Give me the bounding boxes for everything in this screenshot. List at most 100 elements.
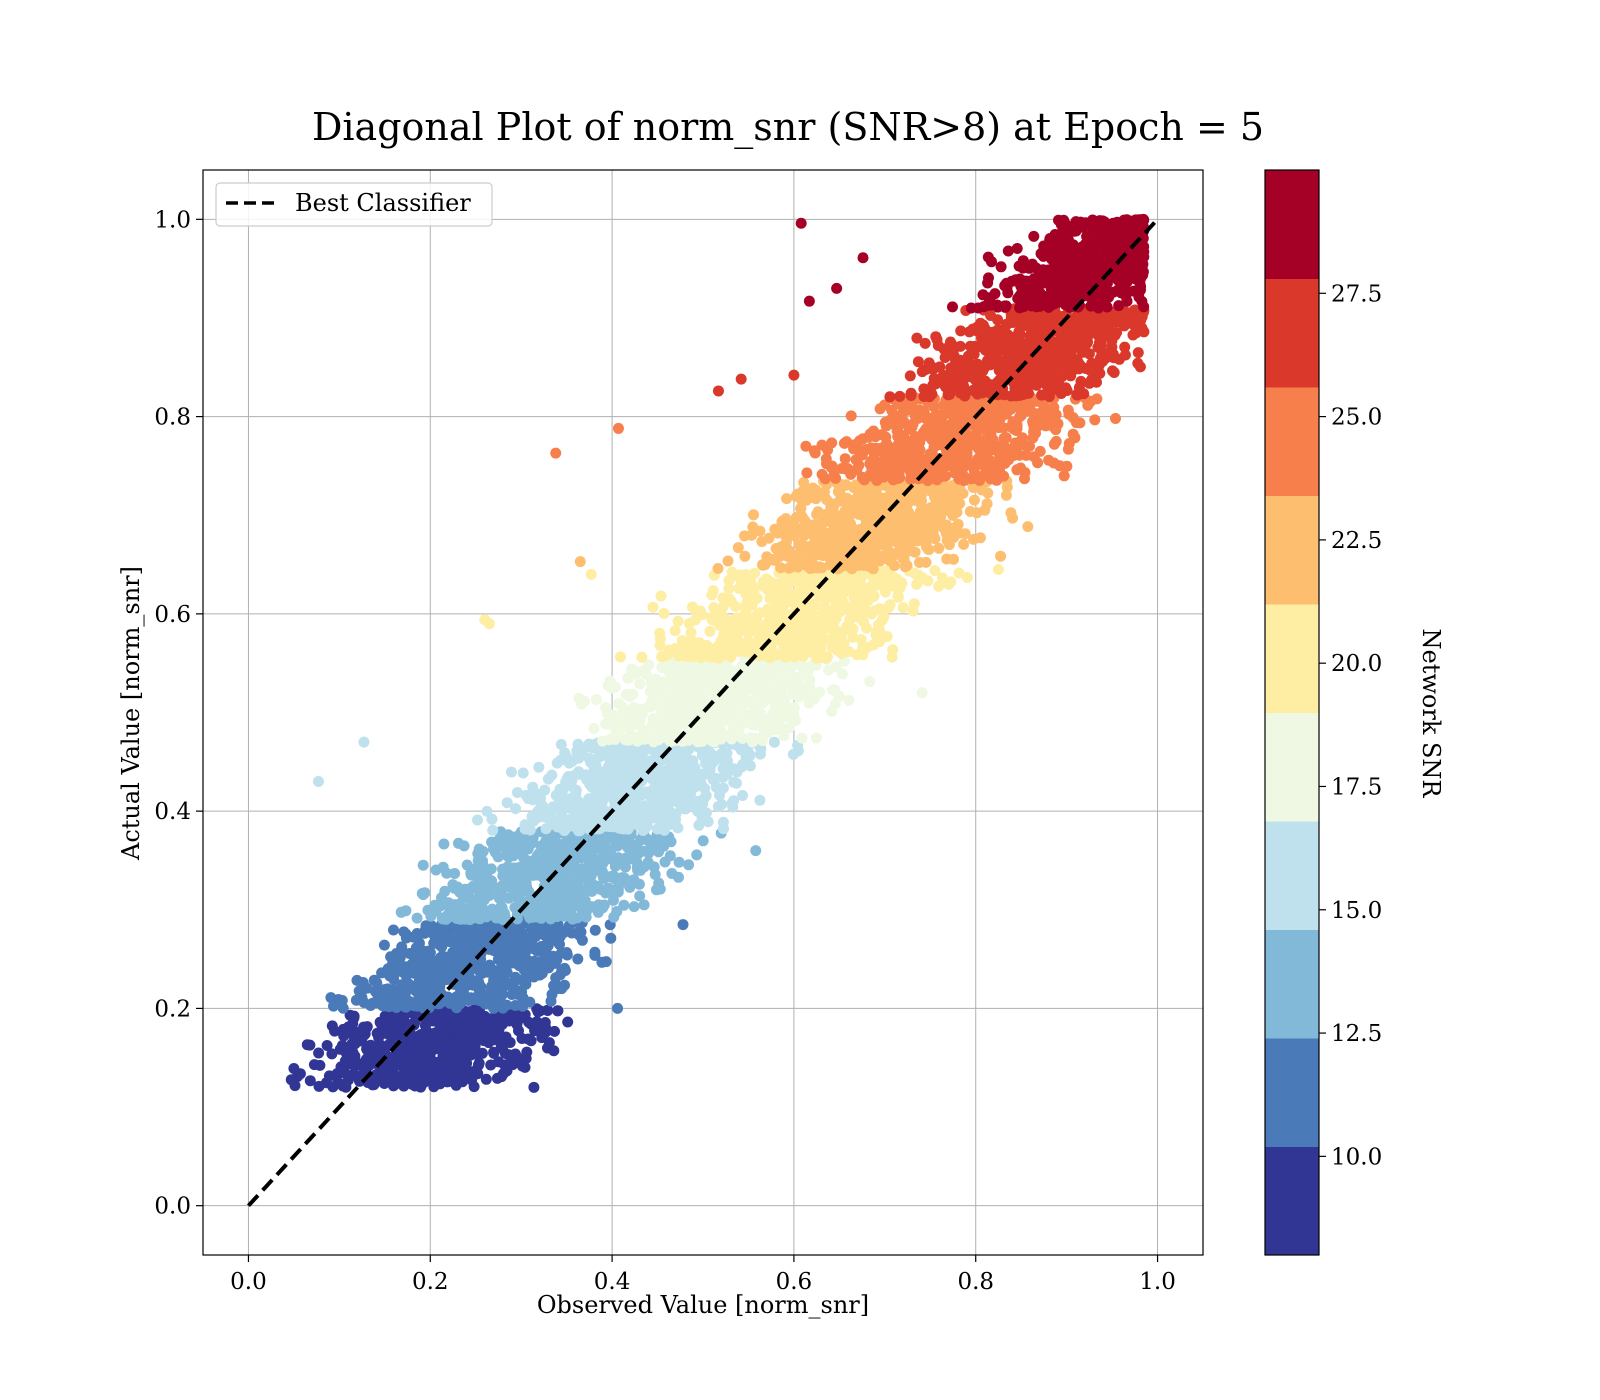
data-point bbox=[843, 560, 855, 572]
data-point bbox=[501, 832, 513, 844]
data-point bbox=[923, 544, 935, 555]
data-point bbox=[717, 782, 729, 794]
data-point bbox=[728, 795, 740, 807]
data-point bbox=[857, 546, 869, 558]
data-point bbox=[664, 850, 676, 862]
data-point bbox=[449, 868, 461, 879]
data-point bbox=[562, 923, 574, 935]
data-point bbox=[769, 554, 781, 566]
data-point bbox=[606, 789, 618, 801]
data-point bbox=[929, 533, 941, 545]
data-point bbox=[576, 934, 588, 946]
data-point bbox=[667, 696, 679, 708]
data-point bbox=[665, 836, 677, 848]
data-point bbox=[450, 962, 462, 974]
data-point bbox=[538, 890, 550, 902]
data-point bbox=[400, 905, 412, 917]
data-point bbox=[800, 523, 812, 535]
data-point bbox=[1027, 416, 1039, 427]
data-point bbox=[607, 894, 619, 906]
data-point bbox=[501, 979, 513, 991]
snr-band-3 bbox=[472, 736, 804, 837]
data-point bbox=[443, 936, 455, 948]
data-point bbox=[480, 911, 492, 923]
data-point bbox=[518, 852, 530, 864]
data-point bbox=[548, 1045, 560, 1057]
data-point bbox=[826, 437, 838, 449]
data-point bbox=[717, 771, 729, 783]
data-point bbox=[876, 429, 887, 441]
data-point bbox=[606, 755, 617, 766]
data-point bbox=[837, 515, 849, 527]
data-point bbox=[696, 609, 708, 621]
data-point bbox=[348, 1068, 360, 1080]
data-point bbox=[304, 1075, 316, 1087]
data-point bbox=[673, 756, 685, 768]
data-point bbox=[594, 843, 606, 855]
data-point bbox=[439, 885, 451, 897]
data-point bbox=[614, 651, 626, 663]
data-point bbox=[657, 707, 669, 719]
data-point bbox=[634, 707, 646, 719]
data-point bbox=[491, 1012, 503, 1023]
data-point bbox=[622, 809, 634, 820]
data-point bbox=[1034, 445, 1046, 457]
data-point bbox=[634, 890, 646, 902]
data-point bbox=[1110, 413, 1121, 424]
data-point bbox=[474, 958, 486, 970]
data-point bbox=[436, 950, 448, 962]
data-point bbox=[567, 913, 579, 925]
data-point bbox=[715, 733, 727, 745]
data-point bbox=[429, 1042, 441, 1054]
data-point bbox=[580, 769, 592, 781]
data-point bbox=[968, 494, 980, 506]
data-point bbox=[682, 734, 694, 746]
data-point bbox=[816, 518, 828, 530]
data-point bbox=[673, 871, 684, 883]
data-point bbox=[978, 424, 990, 435]
data-point bbox=[773, 663, 785, 675]
snr-band-0 bbox=[285, 1003, 574, 1093]
data-point bbox=[423, 1060, 435, 1072]
data-point bbox=[1030, 427, 1041, 439]
data-point bbox=[756, 536, 768, 548]
data-point bbox=[441, 867, 453, 879]
data-point bbox=[732, 542, 744, 554]
data-point bbox=[835, 494, 847, 506]
data-point bbox=[537, 839, 549, 851]
data-point bbox=[477, 967, 489, 978]
data-point bbox=[542, 908, 554, 920]
data-point bbox=[499, 1011, 511, 1023]
data-point bbox=[644, 700, 656, 712]
data-point bbox=[723, 583, 735, 595]
data-point bbox=[983, 411, 995, 423]
data-point bbox=[651, 884, 662, 896]
data-point bbox=[337, 1023, 349, 1035]
data-point bbox=[619, 872, 630, 884]
snr-band-2 bbox=[395, 826, 727, 926]
data-point bbox=[788, 702, 800, 714]
data-point bbox=[860, 514, 872, 526]
data-point bbox=[570, 822, 582, 834]
data-point bbox=[840, 526, 852, 538]
data-point bbox=[294, 1068, 306, 1080]
data-point bbox=[427, 927, 438, 939]
data-point bbox=[780, 530, 792, 542]
data-point bbox=[582, 884, 594, 896]
data-point bbox=[959, 528, 971, 540]
snr-band-4 bbox=[573, 652, 876, 748]
data-point bbox=[500, 928, 512, 940]
data-point bbox=[703, 718, 715, 730]
data-point bbox=[843, 694, 855, 706]
data-point bbox=[829, 545, 841, 557]
data-point bbox=[627, 763, 639, 775]
data-point bbox=[913, 435, 925, 447]
data-point bbox=[465, 867, 477, 879]
data-point bbox=[901, 521, 913, 533]
data-point bbox=[642, 815, 654, 826]
data-point bbox=[415, 1029, 427, 1040]
data-point bbox=[937, 470, 949, 482]
data-point bbox=[744, 760, 756, 772]
data-point bbox=[499, 911, 511, 923]
data-point bbox=[388, 924, 399, 936]
